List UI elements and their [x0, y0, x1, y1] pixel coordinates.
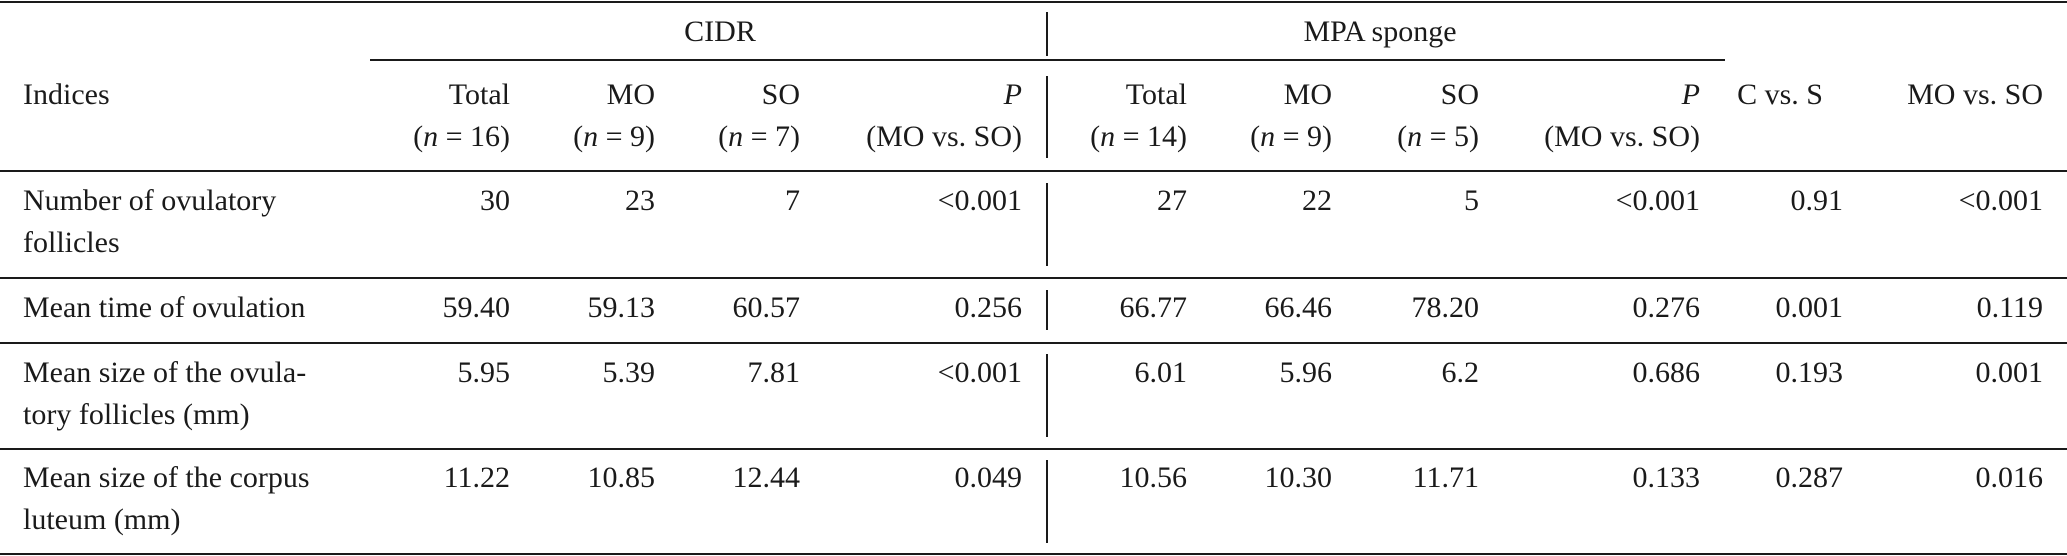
- group-separator: [1046, 460, 1048, 543]
- cell: 12.44: [732, 461, 801, 494]
- cell: 11.22: [443, 461, 510, 494]
- row-rule-3: [0, 448, 2067, 450]
- col-header-mpa-mo: MO: [1283, 78, 1332, 111]
- col-header-mpa-p: P: [1681, 78, 1700, 111]
- cell: 0.001: [1975, 356, 2044, 389]
- cell: 10.85: [587, 461, 656, 494]
- row-label: Number of ovulatory: [23, 184, 277, 217]
- bottom-rule: [0, 553, 2067, 555]
- cell: <0.001: [937, 356, 1022, 389]
- col-header-c-vs-s: C vs. S: [1737, 78, 1823, 111]
- cell: 22: [1302, 184, 1332, 217]
- cell: 78.20: [1411, 291, 1480, 324]
- col-header-cidr-so: SO: [761, 78, 800, 111]
- cell: 7.81: [747, 356, 801, 389]
- header-rule: [0, 170, 2067, 172]
- top-rule: [0, 1, 2067, 3]
- cell: 10.56: [1119, 461, 1188, 494]
- mpa-group-rule: [1048, 59, 1725, 61]
- group-separator: [1046, 290, 1048, 330]
- cell: 60.57: [732, 291, 801, 324]
- cell: 66.46: [1264, 291, 1333, 324]
- cell: 0.276: [1632, 291, 1701, 324]
- group-separator: [1046, 183, 1048, 266]
- cell: 59.40: [442, 291, 511, 324]
- row-rule-2: [0, 342, 2067, 344]
- cell: <0.001: [1615, 184, 1700, 217]
- col-header-mpa-p-sub: (MO vs. SO): [1544, 120, 1700, 153]
- group-separator: [1046, 354, 1048, 437]
- cell: 30: [480, 184, 510, 217]
- cell: 27: [1157, 184, 1187, 217]
- cell: 6.2: [1441, 356, 1480, 389]
- row-label: Mean time of ovulation: [23, 291, 306, 324]
- cell: 0.049: [954, 461, 1023, 494]
- group-separator: [1046, 12, 1048, 56]
- cell: 11.71: [1412, 461, 1479, 494]
- col-header-mo-vs-so: MO vs. SO: [1907, 78, 2043, 111]
- cell: 0.193: [1775, 356, 1844, 389]
- col-header-mpa-total: Total: [1125, 78, 1187, 111]
- cell: 0.119: [1976, 291, 2043, 324]
- col-header-mpa-so-n: (n = 5): [1397, 120, 1479, 153]
- cell: 5.95: [457, 356, 511, 389]
- row-label: Mean size of the ovula-: [23, 356, 307, 389]
- col-header-mpa-so: SO: [1440, 78, 1479, 111]
- row-label: Mean size of the corpus: [23, 461, 310, 494]
- col-header-cidr-mo-n: (n = 9): [573, 120, 655, 153]
- group-separator: [1046, 76, 1048, 158]
- row-rule-1: [0, 277, 2067, 279]
- col-header-mpa-mo-n: (n = 9): [1250, 120, 1332, 153]
- row-label-cont: follicles: [23, 226, 120, 259]
- cell: 0.256: [954, 291, 1023, 324]
- col-header-cidr-p-sub: (MO vs. SO): [866, 120, 1022, 153]
- cell: 5: [1464, 184, 1479, 217]
- cell: 0.133: [1632, 461, 1701, 494]
- cell: 5.96: [1279, 356, 1333, 389]
- cell: 5.39: [602, 356, 656, 389]
- row-label-cont: luteum (mm): [23, 503, 181, 536]
- cell: 23: [625, 184, 655, 217]
- col-header-mpa-total-n: (n = 14): [1090, 120, 1187, 153]
- cell: 0.016: [1975, 461, 2044, 494]
- cell: 6.01: [1134, 356, 1188, 389]
- cidr-group-rule: [370, 59, 1048, 61]
- cell: 7: [785, 184, 800, 217]
- cell: 0.287: [1775, 461, 1844, 494]
- col-header-cidr-total: Total: [448, 78, 510, 111]
- cell: <0.001: [1958, 184, 2043, 217]
- row-label-cont: tory follicles (mm): [23, 398, 250, 431]
- cell: <0.001: [937, 184, 1022, 217]
- cidr-group-header: CIDR: [684, 15, 756, 48]
- col-header-cidr-mo: MO: [606, 78, 655, 111]
- mpa-group-header: MPA sponge: [1303, 15, 1457, 48]
- cell: 0.91: [1790, 184, 1844, 217]
- cell: 59.13: [587, 291, 656, 324]
- cell: 66.77: [1119, 291, 1188, 324]
- col-header-cidr-p: P: [1003, 78, 1022, 111]
- cell: 0.001: [1775, 291, 1844, 324]
- cell: 10.30: [1264, 461, 1333, 494]
- col-header-cidr-total-n: (n = 16): [413, 120, 510, 153]
- cell: 0.686: [1632, 356, 1701, 389]
- row-header-indices: Indices: [23, 78, 110, 111]
- col-header-cidr-so-n: (n = 7): [718, 120, 800, 153]
